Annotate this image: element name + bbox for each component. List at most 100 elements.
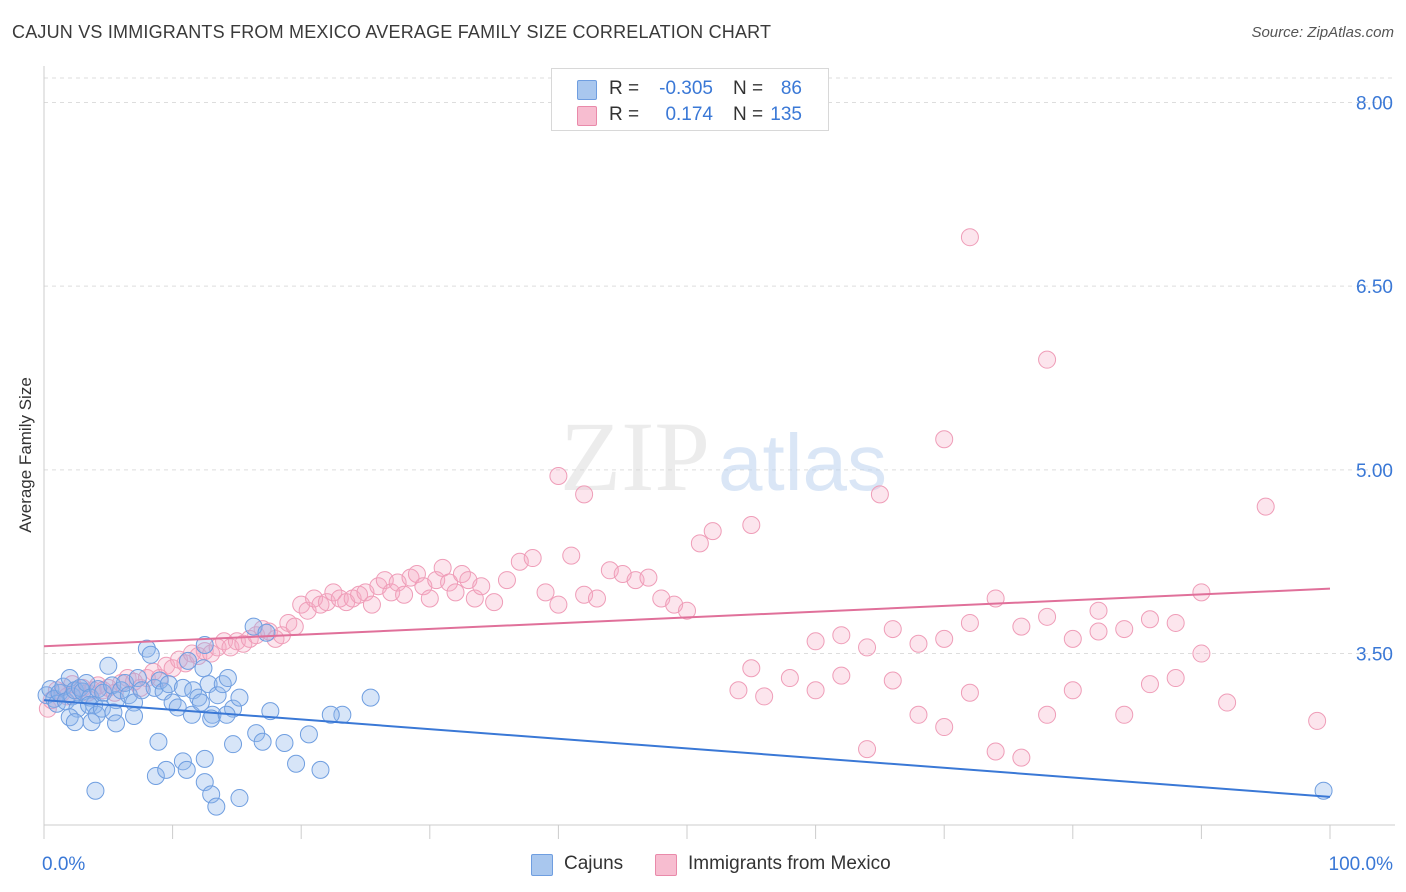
point-cajuns [361, 688, 380, 707]
point-mexico [742, 515, 761, 534]
r-value: -0.305 [659, 78, 713, 99]
point-mexico [587, 589, 606, 608]
point-cajuns [159, 675, 178, 694]
point-cajuns [189, 688, 208, 707]
point-cajuns [230, 688, 249, 707]
point-cajuns [257, 623, 276, 642]
trend-lines [43, 587, 1331, 798]
point-mexico [420, 589, 439, 608]
point-cajuns [177, 760, 196, 779]
y-axis-label: Average Family Size [16, 377, 35, 533]
n-value: 86 [780, 78, 802, 99]
point-mexico [909, 634, 928, 653]
point-mexico [1089, 622, 1108, 641]
point-mexico [639, 568, 658, 587]
y-tick-label: 8.00 [1356, 93, 1393, 114]
n-label: N = [733, 104, 764, 125]
point-cajuns [1314, 781, 1333, 800]
point-cajuns [275, 733, 294, 752]
point-mexico [1140, 675, 1159, 694]
point-mexico [883, 671, 902, 690]
point-cajuns [141, 645, 160, 664]
point-mexico [986, 742, 1005, 761]
point-cajuns [218, 669, 237, 688]
point-cajuns [173, 752, 192, 771]
point-mexico [935, 718, 954, 737]
tick-labels: 3.50 5.00 6.50 8.00 0.0% 100.0% [42, 93, 1393, 875]
chart-title: CAJUN VS IMMIGRANTS FROM MEXICO AVERAGE … [12, 22, 772, 42]
point-mexico [832, 626, 851, 645]
point-cajuns [213, 675, 232, 694]
point-cajuns [191, 693, 210, 712]
point-mexico [536, 583, 555, 602]
point-mexico [1038, 607, 1057, 626]
point-mexico [742, 659, 761, 678]
x-tick-label: 100.0% [1329, 854, 1394, 875]
legend-label-mexico: Immigrants from Mexico [688, 853, 891, 874]
point-cajuns [60, 708, 79, 727]
point-mexico [780, 669, 799, 688]
point-mexico [960, 683, 979, 702]
point-mexico [806, 681, 825, 700]
legend-swatch-cajuns [531, 854, 553, 876]
point-mexico [472, 577, 491, 596]
point-mexico [870, 485, 889, 504]
point-cajuns [299, 725, 318, 744]
point-cajuns [77, 673, 96, 692]
point-cajuns [194, 659, 213, 678]
point-mexico [485, 593, 504, 612]
point-mexico [858, 740, 877, 759]
point-mexico [1038, 350, 1057, 369]
r-label: R = [609, 104, 640, 125]
point-cajuns [321, 705, 340, 724]
watermark-atlas: atlas [718, 418, 887, 507]
point-mexico [395, 585, 414, 604]
point-mexico [832, 666, 851, 685]
point-mexico [1166, 613, 1185, 632]
point-mexico [575, 485, 594, 504]
point-cajuns [311, 760, 330, 779]
point-cajuns [230, 789, 249, 808]
point-mexico [1063, 681, 1082, 700]
point-cajuns [150, 671, 169, 690]
y-tick-label: 3.50 [1356, 645, 1393, 666]
point-mexico [1038, 705, 1057, 724]
point-mexico [678, 601, 696, 620]
point-cajuns [207, 797, 226, 816]
point-cajuns [195, 749, 214, 768]
point-mexico [549, 466, 568, 485]
point-mexico [523, 549, 542, 568]
point-cajuns [202, 709, 221, 728]
point-cajuns [65, 713, 84, 732]
point-mexico [562, 546, 581, 565]
point-mexico [1115, 620, 1134, 639]
point-mexico [703, 522, 722, 541]
point-mexico [1012, 748, 1031, 767]
trend-line-mexico [43, 587, 1331, 648]
point-mexico [446, 583, 465, 602]
legend-swatch-mexico [577, 106, 597, 126]
point-mexico [729, 681, 748, 700]
trend-line-cajuns [43, 699, 1331, 798]
legend-swatch-cajuns [577, 80, 597, 100]
point-mexico [362, 595, 381, 614]
x-tick-label: 0.0% [42, 854, 85, 875]
n-label: N = [733, 78, 764, 99]
axes [43, 66, 1395, 839]
point-mexico [1115, 705, 1134, 724]
point-mexico [806, 632, 825, 651]
point-cajuns [89, 680, 108, 699]
legend-row-mexico: R = 0.174 N = 135 [552, 103, 828, 127]
point-mexico [440, 573, 459, 592]
point-mexico [960, 228, 979, 247]
legend-swatch-mexico [655, 854, 677, 876]
y-tick-label: 6.50 [1356, 277, 1393, 298]
point-mexico [909, 705, 928, 724]
n-value: 135 [770, 104, 802, 125]
r-label: R = [609, 78, 640, 99]
point-mexico [285, 617, 304, 636]
point-mexico [1166, 669, 1185, 688]
correlation-legend: R = -0.305 N = 86 R = 0.174 N = 135 [551, 68, 829, 131]
point-cajuns [45, 689, 64, 708]
